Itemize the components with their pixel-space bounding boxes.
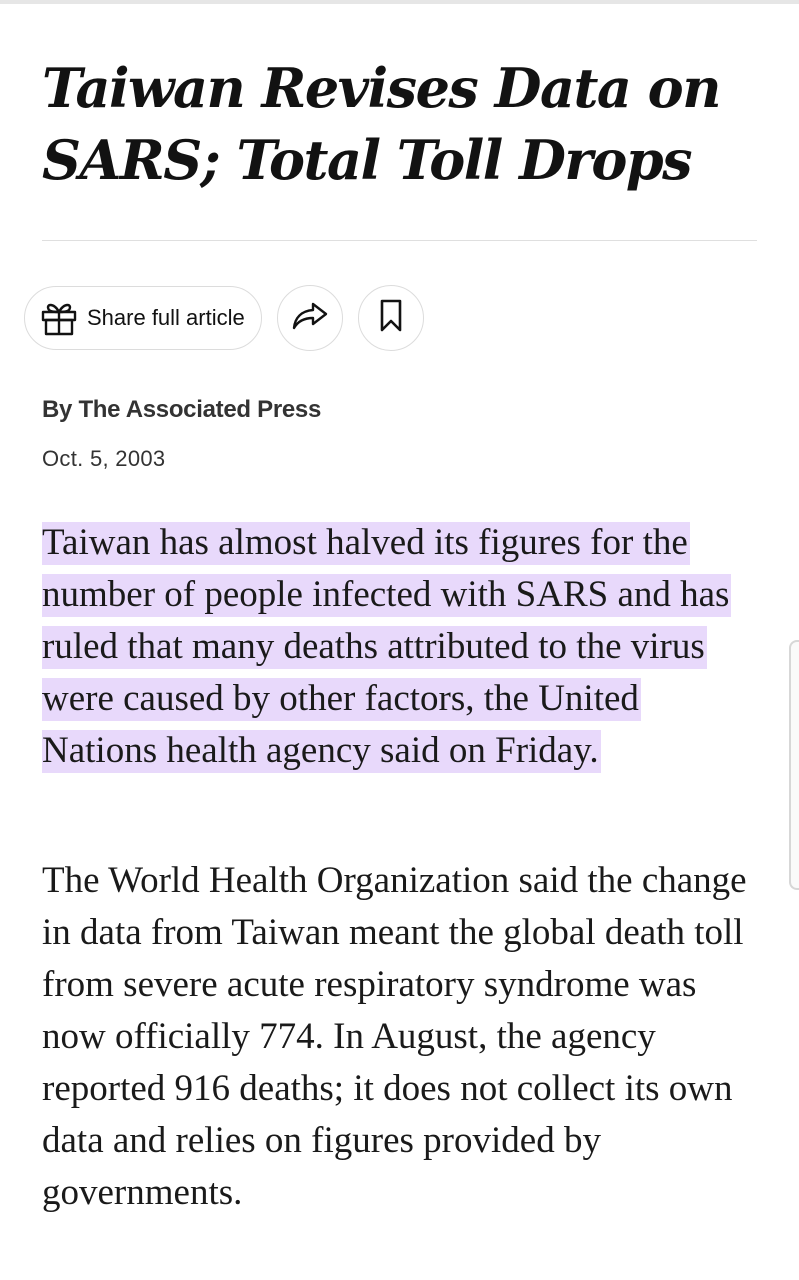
share-toolbar: Share full article [24,285,424,351]
highlighted-text[interactable]: Taiwan has almost halved its figures for… [42,522,732,773]
share-full-article-button[interactable]: Share full article [24,286,262,350]
share-full-article-label: Share full article [87,305,245,330]
share-arrow-icon [292,301,328,336]
article-paragraph: The World Health Organization said the c… [42,860,747,1213]
article-date: Oct. 5, 2003 [42,446,166,471]
article-headline: Taiwan Revises Data on SARS; Total Toll … [42,56,721,192]
article-paragraph: Taiwan has almost halved its figures for… [42,517,762,777]
header-divider [42,240,757,241]
article-byline: By The Associated Press [42,396,322,423]
share-button[interactable] [276,285,343,351]
scrollbar-thumb[interactable] [789,640,799,890]
top-rule [0,0,799,4]
save-bookmark-button[interactable] [357,285,424,351]
gift-icon [39,298,79,338]
bookmark-icon [379,299,403,338]
